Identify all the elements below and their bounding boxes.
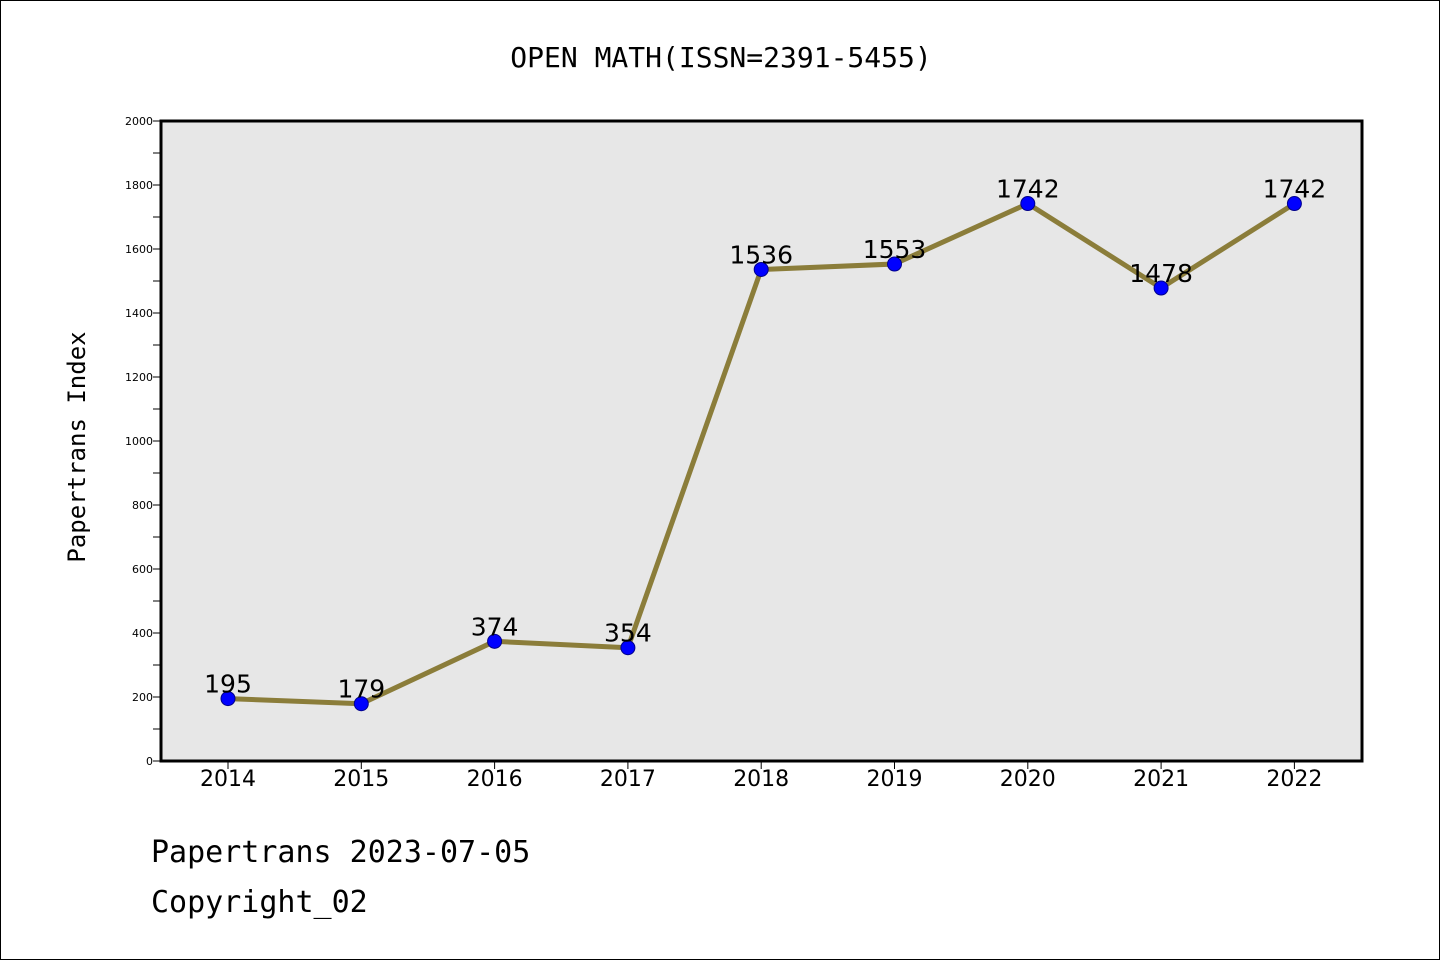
- y-axis-ticks: 0 200 400 600 800 1000 1200 1400 1600 1800 2000: [125, 115, 161, 768]
- y-tick-label: 1000: [125, 435, 153, 448]
- plot-area: [159, 119, 1364, 763]
- y-tick-label: 400: [132, 627, 153, 640]
- data-point-marker: [220, 691, 236, 707]
- y-tick-label: 600: [132, 563, 153, 576]
- y-tick-label: 0: [146, 755, 153, 768]
- chart-title: OPEN MATH(ISSN=2391-5455): [510, 41, 931, 74]
- series-markers: [220, 196, 1302, 712]
- data-point-marker: [353, 696, 369, 712]
- data-labels: 195 179 374 354 1536 1553 1742 1478 1742: [204, 175, 1326, 704]
- data-label: 374: [471, 612, 519, 641]
- x-tick-label: 2021: [1133, 767, 1189, 792]
- y-tick-label: 1200: [125, 371, 153, 384]
- footer-copyright-text: Copyright_02: [151, 885, 368, 920]
- y-tick-label: 1400: [125, 307, 153, 320]
- footer-date-text: Papertrans 2023-07-05: [151, 835, 531, 870]
- data-point-marker: [487, 633, 503, 649]
- y-tick-label: 800: [132, 499, 153, 512]
- x-tick-label: 2015: [333, 767, 389, 792]
- data-point-marker: [753, 261, 769, 277]
- data-label: 1478: [1129, 259, 1193, 288]
- x-tick-label: 2014: [200, 767, 256, 792]
- y-tick-label: 200: [132, 691, 153, 704]
- x-tick-label: 2018: [733, 767, 789, 792]
- x-tick-label: 2022: [1266, 767, 1322, 792]
- y-tick-label: 1800: [125, 179, 153, 192]
- data-label: 195: [204, 670, 252, 699]
- x-tick-label: 2019: [867, 767, 923, 792]
- x-axis-ticks: 2014 2015 2016 2017 2018 2019 2020 2021 2022: [200, 761, 1322, 792]
- data-point-marker: [1020, 196, 1036, 212]
- x-tick-label: 2017: [600, 767, 656, 792]
- data-point-marker: [620, 640, 636, 656]
- data-label: 179: [337, 675, 385, 704]
- x-tick-label: 2020: [1000, 767, 1056, 792]
- y-tick-label: 2000: [125, 115, 153, 128]
- data-label: 1742: [996, 175, 1060, 204]
- data-label: 1742: [1263, 175, 1327, 204]
- y-tick-label: 1600: [125, 243, 153, 256]
- data-point-marker: [1153, 280, 1169, 296]
- data-point-marker: [1286, 196, 1302, 212]
- data-label: 1536: [729, 240, 793, 269]
- data-label: 354: [604, 619, 652, 648]
- x-tick-label: 2016: [467, 767, 523, 792]
- y-axis-label: Papertrans Index: [63, 331, 91, 562]
- data-label: 1553: [863, 235, 927, 264]
- data-point-marker: [887, 256, 902, 272]
